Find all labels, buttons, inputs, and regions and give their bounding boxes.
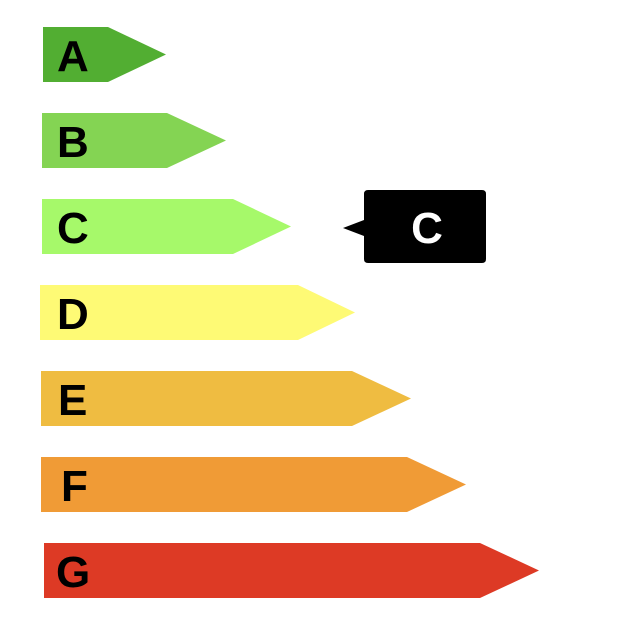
rating-band-c-arrow — [42, 199, 291, 254]
rating-band-d: D — [40, 285, 355, 340]
rating-band-c-letter: C — [57, 204, 89, 253]
rating-band-a: A — [43, 27, 166, 82]
rating-band-e: E — [41, 371, 411, 426]
rating-band-f-letter: F — [61, 462, 88, 511]
rating-band-b: B — [42, 113, 226, 168]
rating-band-g: G — [44, 543, 539, 598]
rating-band-g-letter: G — [56, 548, 90, 597]
current-rating-marker: C — [343, 190, 486, 263]
current-rating-letter: C — [411, 204, 443, 253]
rating-band-a-letter: A — [57, 32, 89, 81]
rating-band-g-arrow — [44, 543, 539, 598]
rating-band-e-arrow — [41, 371, 411, 426]
rating-band-e-letter: E — [58, 376, 87, 425]
rating-band-a-arrow — [43, 27, 166, 82]
rating-band-c: C — [42, 199, 291, 254]
rating-band-f: F — [41, 457, 466, 512]
rating-band-d-arrow — [40, 285, 355, 340]
rating-band-b-arrow — [42, 113, 226, 168]
rating-band-d-letter: D — [57, 290, 89, 339]
rating-band-f-arrow — [41, 457, 466, 512]
rating-band-b-letter: B — [57, 118, 89, 167]
current-rating-pointer — [343, 190, 486, 263]
